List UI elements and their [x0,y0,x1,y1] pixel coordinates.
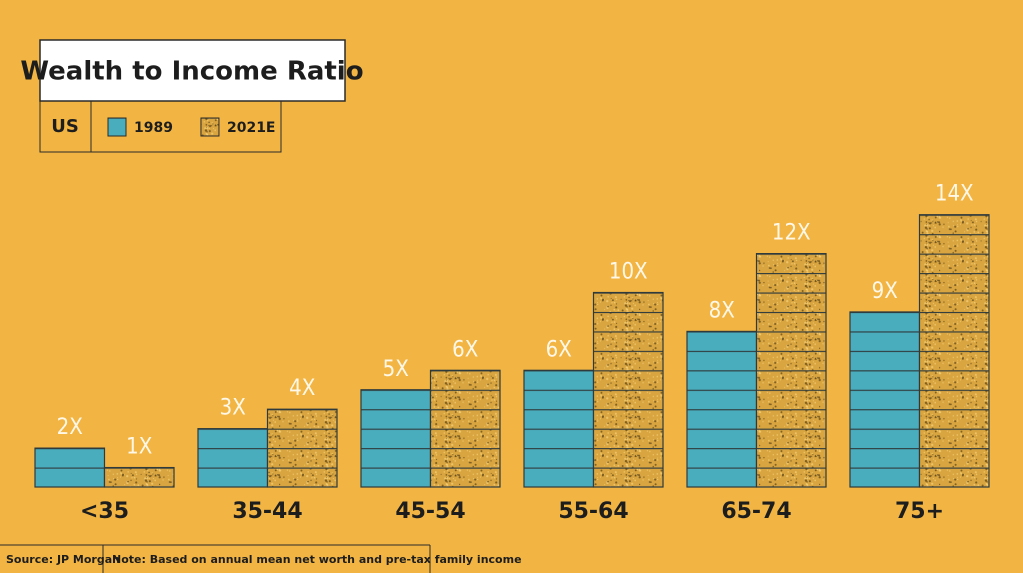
value-label: 1X [126,435,152,460]
bar [849,311,921,488]
legend-swatch [107,117,127,137]
bar [360,389,432,488]
legend-label: 1989 [134,120,173,136]
x-tick-label: 35-44 [232,499,302,524]
value-label: 2X [57,415,83,440]
bar [755,253,827,488]
chart-title: Wealth to Income Ratio [20,57,363,87]
value-label: 14X [935,182,974,207]
x-tick-label: 75+ [895,499,944,524]
bar [523,369,595,488]
value-label: 8X [709,298,735,323]
value-label: 5X [383,357,409,382]
bar [197,428,269,488]
value-label: 6X [452,337,478,362]
x-tick-label: <35 [80,499,129,524]
value-label: 6X [546,337,572,362]
title-box [39,39,346,102]
note: Note: Based on annual mean net worth and… [112,553,522,566]
bar [592,291,664,488]
x-tick-label: 65-74 [721,499,791,524]
bar [429,369,501,488]
value-label: 12X [772,221,811,246]
value-label: 9X [872,279,898,304]
bar [34,447,106,488]
value-label: 10X [609,260,648,285]
bar [103,466,175,488]
source: Source: JP Morgan [6,553,120,566]
legend-swatch [200,117,220,137]
bar [266,408,338,488]
legend-box [39,100,282,153]
legend-label: 2021E [227,120,276,136]
x-tick-label: 45-54 [395,499,465,524]
bar [918,214,990,488]
value-label: 4X [289,376,315,401]
x-tick-label: 55-64 [558,499,628,524]
bar [686,330,758,488]
region-label: US [51,116,79,137]
value-label: 3X [220,396,246,421]
